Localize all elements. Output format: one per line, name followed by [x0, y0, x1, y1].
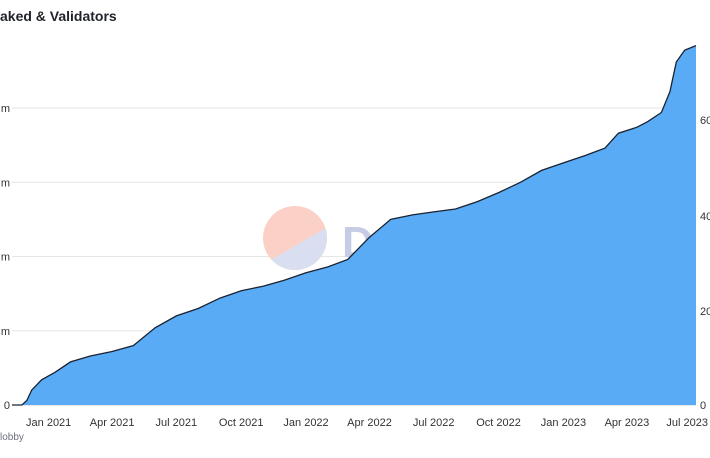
- x-axis-labels: Jan 2021 Apr 2021 Jul 2021 Oct 2021 Jan 2022…: [26, 417, 708, 429]
- series-line: [12, 44, 697, 406]
- x-tick-label: Jul 2021: [156, 417, 198, 429]
- x-tick-label: Jan 2022: [283, 417, 328, 429]
- y-left-tick-label: m: [1, 103, 10, 115]
- chart-title: aked & Validators: [0, 8, 117, 24]
- x-tick-label: Apr 2023: [605, 417, 650, 429]
- chart-footer-author: lobby: [0, 432, 24, 443]
- y-left-tick-label: m: [1, 252, 10, 264]
- y-left-tick-label: m: [1, 326, 10, 338]
- y-left-tick-label: m: [1, 177, 10, 189]
- y-left-axis-labels: 0 m m m m: [1, 103, 10, 412]
- y-right-axis-labels: 0 20 40 60: [700, 115, 710, 412]
- y-right-tick-label: 40: [700, 211, 710, 223]
- series-area: [12, 45, 696, 405]
- x-tick-label: Jan 2021: [26, 417, 71, 429]
- x-tick-label: Jan 2023: [541, 417, 586, 429]
- y-right-tick-label: 20: [700, 306, 710, 318]
- x-tick-label: Apr 2021: [90, 417, 135, 429]
- x-tick-label: Oct 2021: [219, 417, 264, 429]
- y-right-tick-label: 0: [700, 400, 706, 412]
- x-tick-label: Jul 2022: [413, 417, 455, 429]
- y-left-tick-label: 0: [4, 400, 10, 412]
- y-right-tick-label: 60: [700, 115, 710, 127]
- x-tick-label: Jul 2023: [666, 417, 708, 429]
- x-tick-label: Apr 2022: [347, 417, 392, 429]
- x-tick-label: Oct 2022: [476, 417, 521, 429]
